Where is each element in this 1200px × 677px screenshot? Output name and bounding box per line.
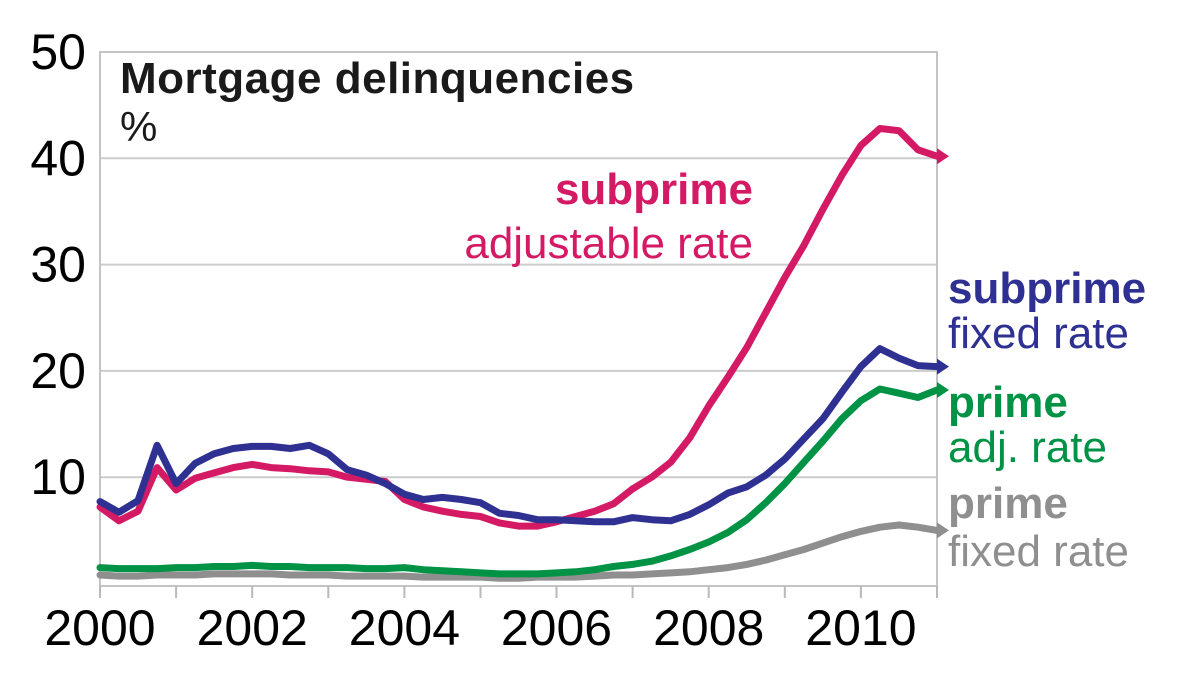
annotation-series-name: subprime [554,165,753,214]
annotation-subprime-adjustable-rate: subprime adjustable rate [464,163,753,271]
x-axis-label-2010: 2010 [805,600,916,656]
y-axis-label-20: 20 [30,343,86,399]
series-arrowhead-subprime_frm [937,358,949,375]
annotation-series-type: adj. rate [948,423,1107,472]
y-axis-label-50: 50 [30,24,86,80]
y-axis-label-10: 10 [30,449,86,505]
annotation-series-name: subprime [948,264,1147,313]
y-axis-label-40: 40 [30,130,86,186]
annotation-series-type: adjustable rate [464,219,753,268]
series-arrowhead-subprime_arm [937,148,949,165]
annotation-prime-adjustable-rate: prime adj. rate [948,380,1107,470]
x-axis-label-2006: 2006 [501,600,612,656]
x-axis-label-2004: 2004 [349,600,460,656]
x-axis-label-2002: 2002 [197,600,308,656]
annotation-prime-fixed-rate: prime fixed rate [948,480,1129,576]
annotation-series-name: prime [948,479,1068,528]
annotation-series-type: fixed rate [948,309,1129,358]
x-axis-label-2000: 2000 [44,600,155,656]
annotation-series-name: prime [948,378,1068,427]
plot-border [99,51,938,587]
series-line-subprime_frm [96,345,941,526]
annotation-subprime-fixed-rate: subprime fixed rate [948,266,1146,356]
y-axis-label-30: 30 [30,237,86,293]
series-line-prime_frm [96,521,941,582]
chart-units-label: % [120,103,158,150]
annotation-series-type: fixed rate [948,527,1129,576]
series-arrowhead-prime_arm [937,382,949,398]
x-axis-label-2008: 2008 [653,600,764,656]
chart-title-block: Mortgage delinquencies % [120,55,635,151]
series-line-prime_arm [96,385,941,578]
series-arrowhead-prime_frm [937,522,949,539]
chart-title: Mortgage delinquencies [120,54,635,103]
series-line-subprime_arm [96,125,941,530]
